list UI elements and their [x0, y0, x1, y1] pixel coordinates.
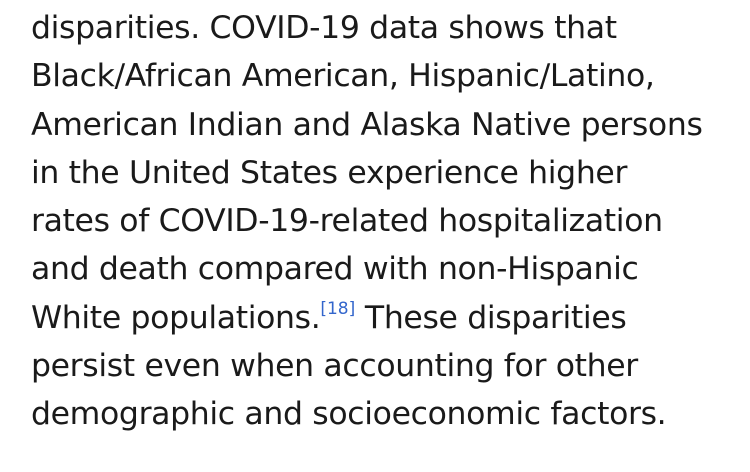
paragraph-line-1: disparities. COVID-19 data shows that	[31, 10, 617, 46]
paragraph-line-8: persist even when accounting for other	[31, 348, 638, 385]
citation-link[interactable]: [18]	[320, 299, 356, 320]
citation-reference: [18]	[320, 299, 355, 319]
article-paragraph: disparities. COVID-19 data shows that Bl…	[31, 0, 736, 439]
paragraph-line-7-start: White populations.	[31, 299, 321, 336]
paragraph-line-9: demographic and socioeconomic factors.	[31, 396, 667, 433]
paragraph-line-4: in the United States experience higher	[31, 154, 628, 191]
paragraph-line-7-end: These disparities	[355, 299, 627, 336]
paragraph-line-5: rates of COVID-19-related hospitalizatio…	[31, 203, 663, 240]
paragraph-line-2: Black/African American, Hispanic/Latino,	[31, 58, 655, 95]
paragraph-line-7: White populations.[18] These disparities	[31, 294, 736, 342]
paragraph-line-3: American Indian and Alaska Native person…	[31, 106, 703, 143]
paragraph-line-6: and death compared with non-Hispanic	[31, 251, 639, 288]
